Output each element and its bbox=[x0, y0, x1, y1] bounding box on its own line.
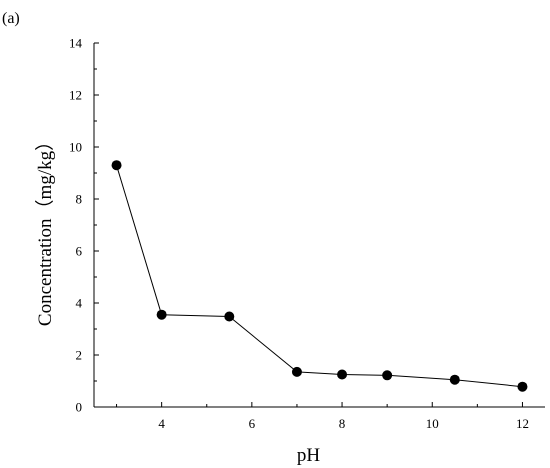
y-tick-label: 0 bbox=[76, 400, 83, 415]
x-tick-label: 6 bbox=[249, 416, 256, 431]
x-axis-title: pH bbox=[297, 445, 321, 466]
y-tick-label: 10 bbox=[69, 140, 82, 155]
y-tick-label: 14 bbox=[69, 36, 83, 51]
data-point bbox=[382, 370, 393, 381]
y-tick-label: 4 bbox=[76, 296, 83, 311]
data-point bbox=[337, 369, 348, 380]
x-tick-label: 10 bbox=[426, 416, 439, 431]
panel-label: (a) bbox=[2, 10, 20, 27]
y-axis-ticks: 0 2 4 6 8 10 12 14 bbox=[69, 36, 99, 415]
data-point bbox=[291, 366, 302, 377]
x-tick-label: 8 bbox=[339, 416, 346, 431]
data-point bbox=[224, 311, 235, 322]
y-tick-label: 2 bbox=[76, 348, 83, 363]
data-points bbox=[111, 160, 528, 392]
y-axis-title: Concentration（mg/kg） bbox=[34, 132, 56, 326]
y-tick-label: 8 bbox=[76, 192, 83, 207]
x-tick-label: 4 bbox=[158, 416, 165, 431]
y-tick-label: 6 bbox=[76, 244, 83, 259]
series-polyline bbox=[116, 165, 523, 388]
data-point bbox=[449, 374, 460, 385]
x-axis-ticks: 4 6 8 10 12 bbox=[116, 402, 529, 431]
series-line bbox=[116, 165, 523, 388]
data-point bbox=[156, 309, 167, 320]
y-tick-label: 12 bbox=[69, 88, 82, 103]
x-tick-label: 12 bbox=[516, 416, 529, 431]
data-point bbox=[111, 160, 122, 171]
data-point bbox=[517, 381, 528, 392]
